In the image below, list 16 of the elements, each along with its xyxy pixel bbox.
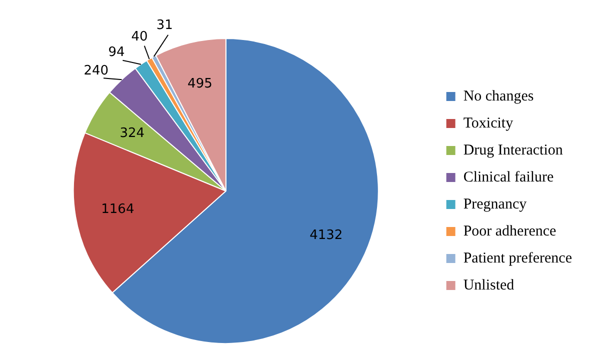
data-label: 324 — [120, 126, 145, 142]
legend-label: Unlisted — [463, 277, 515, 294]
data-label: 94 — [108, 44, 125, 60]
legend-label: Poor adherence — [463, 223, 557, 240]
data-label: 495 — [188, 76, 212, 92]
data-label: 4132 — [310, 228, 343, 244]
data-label: 31 — [156, 18, 173, 33]
legend-label: Drug Interaction — [463, 142, 564, 158]
legend-label: Patient preference — [463, 250, 572, 266]
legend-label: Pregnancy — [463, 196, 528, 212]
legend-label: Clinical failure — [463, 169, 554, 186]
legend-label: No changes — [463, 88, 534, 104]
data-label: 40 — [131, 29, 148, 44]
legend-label: Toxicity — [463, 115, 514, 132]
data-label: 240 — [84, 64, 109, 79]
data-label: 1164 — [101, 202, 134, 217]
